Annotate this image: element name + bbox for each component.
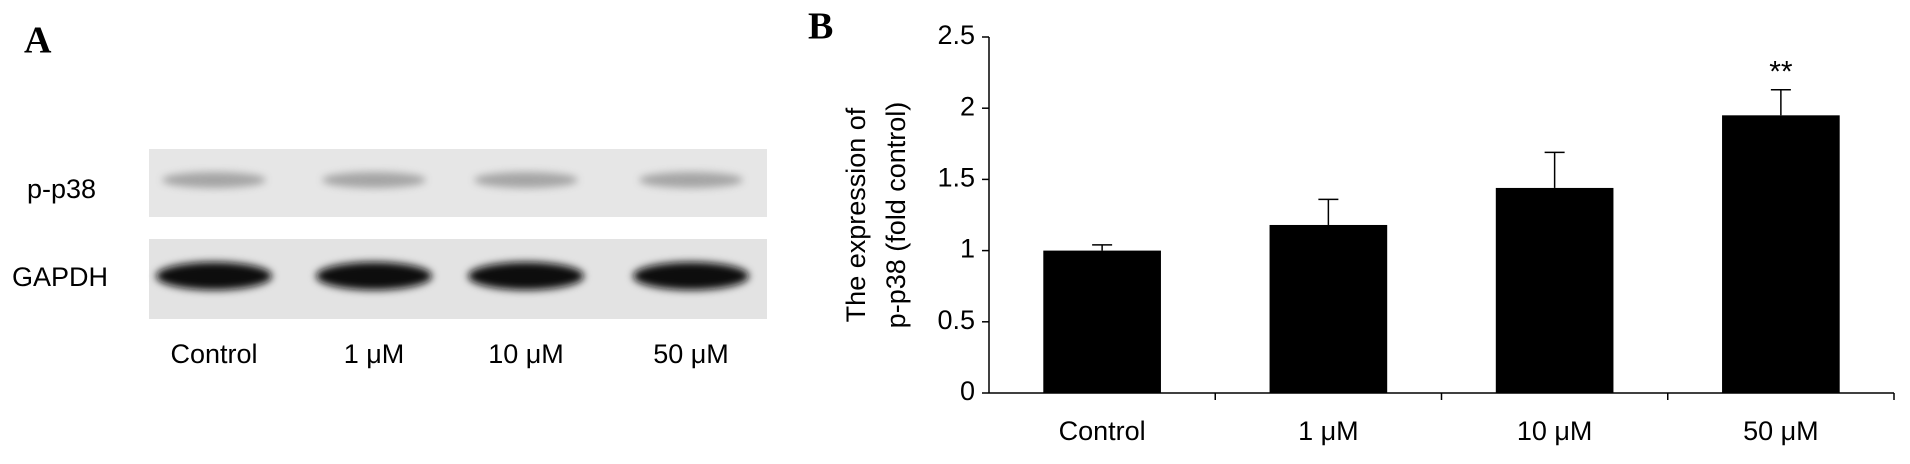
lane-label: Control — [170, 339, 257, 369]
y-tick-label: 2.5 — [937, 20, 975, 50]
bar — [1269, 224, 1388, 393]
blot-band — [322, 172, 426, 188]
y-axis-label: The expression of — [841, 107, 871, 322]
blot-band — [468, 262, 584, 290]
error-bar — [1092, 244, 1113, 251]
lane-label: 1 μM — [344, 339, 405, 369]
error-bar — [1318, 198, 1339, 225]
annotation: ** — [1769, 56, 1793, 89]
bar — [1495, 187, 1614, 393]
x-tick-label: 1 μM — [1298, 416, 1359, 446]
error-bar — [1770, 88, 1791, 116]
y-axis-label: p-p38 (fold control) — [881, 102, 911, 329]
y-tick-label: 1.5 — [937, 163, 975, 193]
blot-band — [474, 172, 578, 188]
blot-band — [162, 172, 266, 188]
lane-label: 10 μM — [488, 339, 564, 369]
blot-band — [316, 262, 432, 290]
y-tick-label: 1 — [960, 234, 975, 264]
blot-band — [639, 172, 743, 188]
x-tick-label: Control — [1059, 416, 1146, 446]
x-tick-label: 50 μM — [1743, 416, 1819, 446]
y-tick-label: 0.5 — [937, 305, 975, 335]
panel-a: A p-p38 GAPDH Control 1 μM 10 μM 50 μM — [12, 20, 767, 369]
row-label: p-p38 — [27, 174, 96, 204]
error-bar — [1544, 151, 1565, 188]
panel-label: B — [808, 6, 833, 48]
blot-band — [633, 262, 749, 290]
y-tick-label: 2 — [960, 91, 975, 121]
bar — [1722, 115, 1840, 393]
row-label: GAPDH — [12, 262, 108, 292]
bar — [1043, 250, 1161, 393]
panel-label: A — [24, 20, 52, 62]
lane-label: 50 μM — [653, 339, 729, 369]
blot-band — [156, 262, 272, 290]
panel-b: B The expression of p-p38 (fold control)… — [808, 6, 1895, 446]
y-tick-label: 0 — [960, 376, 975, 406]
x-tick-label: 10 μM — [1517, 416, 1593, 446]
